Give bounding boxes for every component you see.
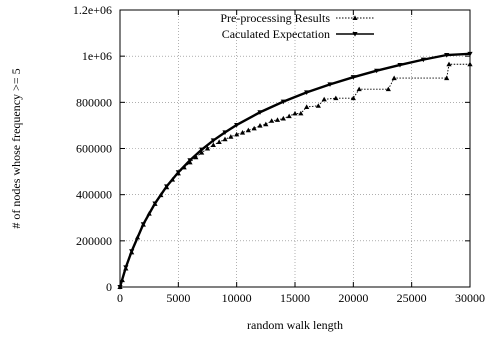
series-preprocessing-point: [257, 123, 263, 128]
legend-marker-preprocessing: [352, 15, 358, 20]
series-preprocessing-point: [239, 129, 246, 135]
series-preprocessing-point: [280, 115, 286, 121]
series-expectation-point: [152, 201, 158, 207]
legend-label: Pre-processing Results: [220, 11, 330, 25]
series-preprocessing-point: [292, 110, 298, 116]
series-preprocessing-point: [234, 131, 240, 137]
legend-marker-expectation: [352, 32, 358, 37]
series-expectation-point: [444, 53, 450, 58]
series-expectation-point: [374, 68, 380, 74]
series-expectation-point: [187, 158, 193, 163]
series-preprocessing-point: [204, 145, 211, 151]
series-preprocessing-point: [391, 75, 397, 81]
series-preprocessing-point: [321, 96, 327, 102]
series-expectation-point: [175, 170, 181, 175]
y-tick-label: 1e+06: [82, 49, 112, 63]
x-tick-label: 25000: [397, 291, 427, 305]
series-expectation-point: [234, 122, 240, 128]
series-expectation-point: [199, 147, 205, 153]
series-preprocessing-point: [350, 95, 356, 101]
series-preprocessing-point: [228, 134, 234, 139]
y-tick-label: 200000: [76, 234, 112, 248]
series-expectation-line: [118, 52, 471, 288]
series-preprocessing-point: [199, 150, 205, 155]
series-preprocessing-point: [385, 86, 391, 92]
y-tick-label: 0: [106, 280, 112, 294]
series-expectation-point: [420, 57, 426, 63]
series-preprocessing-point: [333, 95, 339, 101]
x-tick-label: 10000: [222, 291, 252, 305]
series-preprocessing-point: [356, 86, 362, 92]
series-expectation-point: [123, 265, 129, 270]
x-tick-label: 15000: [280, 291, 310, 305]
series-expectation-point: [257, 110, 263, 115]
series-expectation-point: [280, 99, 286, 105]
series-preprocessing-point: [274, 117, 281, 122]
x-tick-label: 5000: [166, 291, 190, 305]
y-tick-label: 400000: [76, 188, 112, 202]
series-preprocessing-point: [444, 75, 450, 81]
series-expectation-point: [140, 222, 146, 227]
y-tick-label: 600000: [76, 142, 112, 156]
y-tick-label: 800000: [76, 95, 112, 109]
series-expectation-point: [222, 130, 228, 135]
series-preprocessing-point: [193, 154, 199, 160]
y-tick-label: 1.2e+06: [73, 3, 112, 17]
series-expectation-point: [350, 75, 356, 80]
series-preprocessing-point: [269, 118, 275, 123]
series-preprocessing-point: [251, 125, 257, 131]
series-expectation-point: [397, 62, 403, 68]
grid: [119, 9, 471, 288]
series-preprocessing-point: [286, 113, 292, 119]
x-tick-label: 30000: [455, 291, 485, 305]
axis-ticks: 0 5000 10000 15000 20000 25000 30000 0 200000 400…: [73, 3, 485, 305]
series-preprocessing-point: [210, 142, 216, 148]
series-preprocessing-point: [263, 121, 269, 127]
series-expectation-point: [129, 249, 135, 254]
legend: Pre-processing Results Caculated Expectat…: [220, 11, 374, 41]
series-preprocessing-line: [119, 63, 470, 288]
series-expectation-point: [304, 90, 310, 96]
series-preprocessing-point: [315, 103, 321, 108]
series-expectation-point: [164, 184, 170, 189]
series-layer: [117, 51, 473, 290]
series-expectation-point: [327, 82, 333, 87]
legend-label: Caculated Expectation: [222, 27, 330, 41]
x-tick-label: 0: [117, 291, 123, 305]
series-preprocessing-point: [245, 127, 251, 133]
series-preprocessing-point: [222, 136, 228, 142]
series-preprocessing-point: [298, 110, 304, 116]
x-tick-label: 20000: [338, 291, 368, 305]
series-expectation-point: [210, 138, 216, 144]
series-preprocessing-point: [446, 61, 452, 67]
y-axis-label: # of nodes whose frequency >= 5: [9, 68, 23, 228]
series-preprocessing-point: [304, 104, 310, 109]
x-axis-label: random walk length: [247, 318, 343, 332]
series-preprocessing-point: [216, 139, 222, 145]
